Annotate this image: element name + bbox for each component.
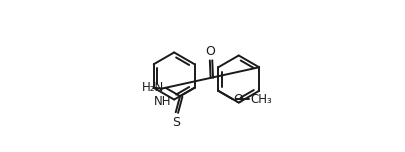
Text: H₂N: H₂N bbox=[141, 81, 164, 94]
Text: S: S bbox=[171, 116, 179, 129]
Text: O: O bbox=[233, 93, 243, 106]
Text: CH₃: CH₃ bbox=[250, 93, 272, 106]
Text: NH: NH bbox=[153, 95, 171, 108]
Text: O: O bbox=[205, 45, 214, 58]
